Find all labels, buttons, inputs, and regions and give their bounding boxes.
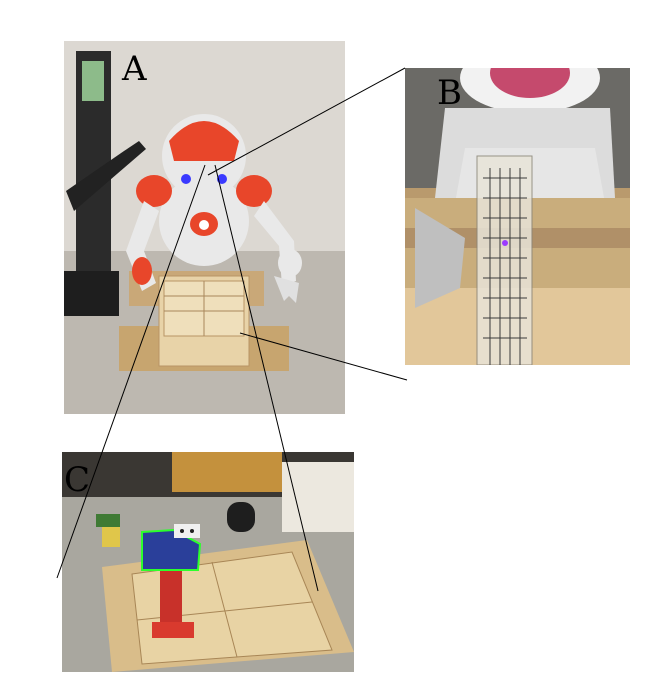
- panel-c-label: C: [64, 460, 91, 500]
- robot-photo-image: [64, 41, 345, 414]
- panel-b-label: B: [437, 73, 462, 113]
- panel-b-photo: [405, 68, 630, 365]
- panel-a-photo: [64, 41, 345, 414]
- panel-c-photo: [62, 452, 354, 672]
- panel-a-label: A: [122, 49, 147, 89]
- lego-tower-image: [62, 452, 354, 672]
- ruler-closeup-image: [405, 68, 630, 365]
